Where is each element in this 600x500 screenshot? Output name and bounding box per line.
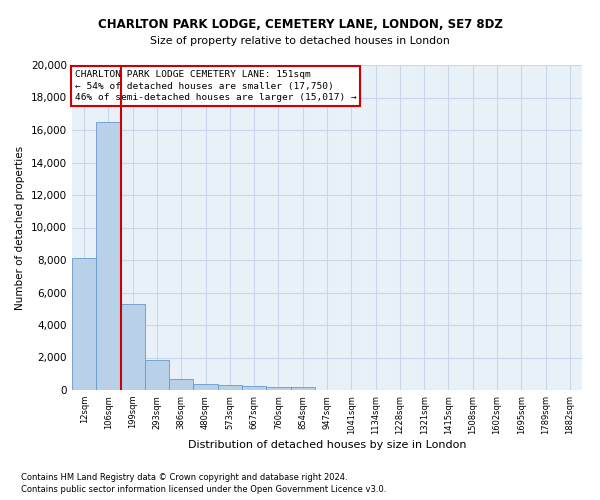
Bar	[266, 386, 290, 390]
Y-axis label: Number of detached properties: Number of detached properties	[16, 146, 25, 310]
X-axis label: Distribution of detached houses by size in London: Distribution of detached houses by size …	[188, 440, 466, 450]
Bar	[218, 386, 242, 390]
Bar	[145, 360, 169, 390]
Text: Size of property relative to detached houses in London: Size of property relative to detached ho…	[150, 36, 450, 46]
Bar	[242, 386, 266, 390]
Bar	[290, 387, 315, 390]
Bar	[121, 304, 145, 390]
Text: CHARLTON PARK LODGE, CEMETERY LANE, LONDON, SE7 8DZ: CHARLTON PARK LODGE, CEMETERY LANE, LOND…	[98, 18, 502, 30]
Bar	[169, 378, 193, 390]
Bar	[96, 122, 121, 390]
Bar	[193, 384, 218, 390]
Bar	[72, 258, 96, 390]
Text: Contains public sector information licensed under the Open Government Licence v3: Contains public sector information licen…	[21, 485, 386, 494]
Text: Contains HM Land Registry data © Crown copyright and database right 2024.: Contains HM Land Registry data © Crown c…	[21, 472, 347, 482]
Text: CHARLTON PARK LODGE CEMETERY LANE: 151sqm
← 54% of detached houses are smaller (: CHARLTON PARK LODGE CEMETERY LANE: 151sq…	[74, 70, 356, 102]
